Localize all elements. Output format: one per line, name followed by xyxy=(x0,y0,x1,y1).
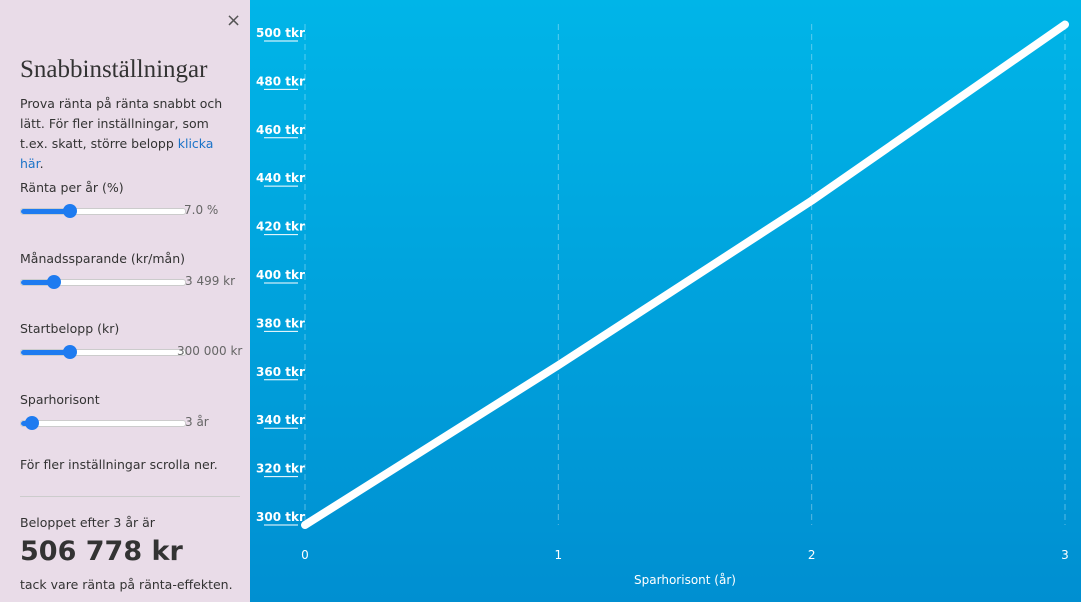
slider-fill xyxy=(21,350,71,355)
intro-end: . xyxy=(39,156,44,171)
y-tick-label: 380 tkr xyxy=(256,316,305,330)
chart-background xyxy=(250,0,1081,602)
intro-text: Prova ränta på ränta snabbt och lätt. Fö… xyxy=(20,96,223,151)
slider-thumb[interactable] xyxy=(46,274,61,289)
y-tick-label: 320 tkr xyxy=(256,462,305,476)
x-tick-label: 2 xyxy=(808,548,816,562)
panel-title: Snabbinställningar xyxy=(20,56,208,83)
scroll-note: För fler inställningar scrolla ner. xyxy=(20,457,218,472)
chart: Sparhorisont (år) 0 1 2 3 300 tkr 320 tkr 340 … xyxy=(250,0,1081,602)
y-tick-label: 400 tkr xyxy=(256,268,305,282)
x-axis-label: Sparhorisont (år) xyxy=(634,573,736,587)
slider-track[interactable] xyxy=(20,204,186,218)
slider-label: Startbelopp (kr) xyxy=(20,321,120,336)
slider-value: 7.0 % xyxy=(184,203,219,217)
y-tick-label: 360 tkr xyxy=(256,365,305,379)
y-tick-label: 460 tkr xyxy=(256,123,305,137)
x-tick-label: 1 xyxy=(555,548,563,562)
divider xyxy=(20,496,240,497)
slider-track[interactable] xyxy=(20,274,186,289)
x-tick-label: 0 xyxy=(301,548,309,562)
y-tick-label: 340 tkr xyxy=(256,413,305,427)
close-button[interactable]: × xyxy=(226,10,242,31)
slider-value: 3 499 kr xyxy=(185,273,236,288)
x-tick-label: 3 xyxy=(1061,548,1069,562)
line xyxy=(301,20,1069,529)
slider: Ränta per år (%) 7.0 % xyxy=(20,180,245,218)
slider-fill xyxy=(21,279,54,285)
result-note: tack vare ränta på ränta-effekten. xyxy=(20,577,233,592)
slider-thumb[interactable] xyxy=(25,415,40,430)
slider-track[interactable] xyxy=(20,345,186,359)
y-tick-label: 420 tkr xyxy=(256,220,305,234)
slider-track[interactable] xyxy=(20,415,186,430)
slider: Startbelopp (kr) 300 000 kr xyxy=(20,321,245,359)
slider-label: Ränta per år (%) xyxy=(20,180,124,195)
result-label: Beloppet efter 3 år är xyxy=(20,515,155,530)
slider-fill xyxy=(21,209,71,214)
result-value: 506 778 kr xyxy=(20,536,183,567)
slider-value: 300 000 kr xyxy=(177,344,243,358)
slider-label: Sparhorisont xyxy=(20,391,100,407)
settings-panel: × Snabbinställningar Prova ränta på ränt… xyxy=(0,0,250,602)
intro: Prova ränta på ränta snabbt och lätt. Fö… xyxy=(20,94,225,174)
slider-label: Månadssparande (kr/mån) xyxy=(20,250,186,266)
slider-value: 3 år xyxy=(185,414,209,429)
y-tick-label: 500 tkr xyxy=(256,26,305,40)
y-tick-label: 300 tkr xyxy=(256,510,305,524)
slider-thumb[interactable] xyxy=(63,204,78,218)
y-tick-label: 440 tkr xyxy=(256,171,305,185)
intro-link[interactable]: klicka här xyxy=(20,136,214,171)
slider: Månadssparande (kr/mån) 3 499 kr xyxy=(20,250,245,289)
slider: Sparhorisont 3 år xyxy=(20,391,245,430)
y-tick-label: 480 tkr xyxy=(256,74,305,88)
slider-thumb[interactable] xyxy=(63,345,78,359)
